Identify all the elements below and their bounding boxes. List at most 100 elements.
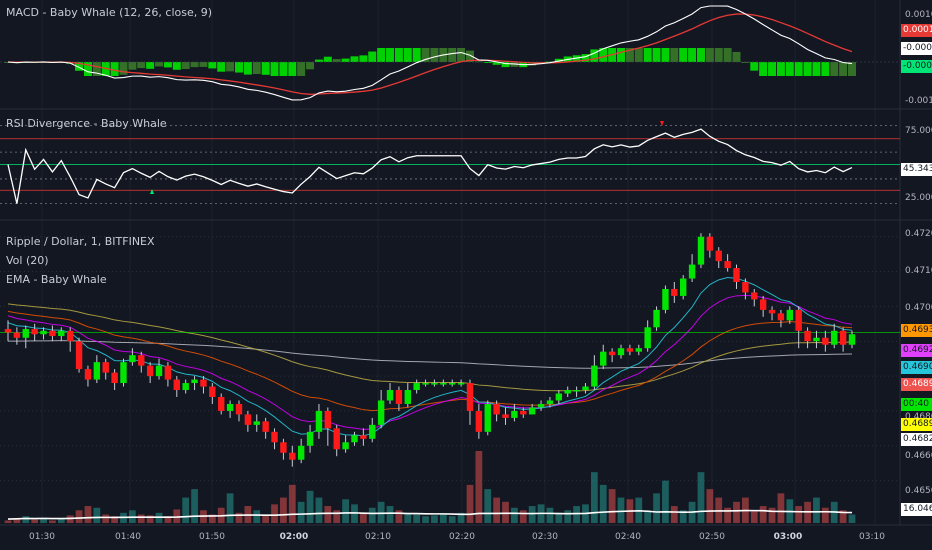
candle-body [306,431,314,446]
volume-bar [768,507,776,523]
rsi-levels [0,124,900,205]
histogram-bar [288,62,297,76]
candle [804,327,811,349]
price-axis-label: 0.47000 [905,303,932,313]
candle [324,407,332,446]
histogram-bar [297,62,306,76]
candle [662,285,669,314]
histogram-bar [821,62,830,76]
histogram-bar [759,62,768,76]
price-badge: 0.46936 [901,324,932,337]
volume-bar [706,489,714,523]
rsi-axis-label: 75.0000 [905,126,932,136]
histogram-bar [617,48,626,62]
volume-bar [377,501,385,523]
candle-body [422,383,429,385]
time-axis-label: 01:30 [29,532,55,542]
candle [4,320,12,342]
histogram-bar [377,48,386,62]
volume-bar [75,510,83,523]
candle [49,325,56,342]
candle [635,344,642,356]
time-axis-label: 02:20 [449,532,475,542]
histogram-bar [554,58,563,62]
candle [404,383,411,408]
candle-body [93,362,101,380]
rsi-bull-divergence-marker [150,189,154,194]
volume-bar [466,484,474,523]
candle [218,393,225,415]
macd-signal-line [7,13,853,95]
candle-body [600,351,607,366]
candle [360,428,367,446]
candle [537,400,545,411]
rsi-line [7,128,853,204]
candle-body [342,442,349,450]
candle-body [280,442,287,453]
candle [369,417,376,443]
candle-body [520,410,527,415]
candle-body [777,313,785,321]
candle-body [146,365,154,377]
time-axis-label: 03:10 [859,532,885,542]
candle-body [457,383,465,385]
candle-body [839,330,847,345]
histogram-bar [625,48,634,62]
candle-body [724,261,731,269]
candle [395,386,403,411]
volume-bar [422,516,429,523]
histogram-bar [394,48,403,62]
volume-bar [404,512,412,523]
volume-bar [13,518,21,523]
macd-axis-label: -0.0010 [905,96,932,106]
candle-body [564,390,571,394]
candle-body [751,292,758,300]
histogram-bar [350,56,359,62]
candle [813,330,820,349]
candle [644,320,651,352]
volume-bar [750,510,758,523]
candle-body [395,390,403,404]
rsi-axis-label: 25.0000 [905,193,932,203]
volume-bar [84,506,92,523]
volume-bar [653,493,660,523]
candle [315,403,323,439]
histogram-bar [217,62,226,72]
histogram-bar [314,59,323,62]
price-badge: 0.46824 [901,433,932,446]
time-axis-label: 02:30 [532,532,558,542]
candle-body [697,236,705,265]
price-legend-line: EMA - Baby Whale [6,273,107,286]
candle-body [31,329,38,335]
candle [289,445,296,467]
histogram-bar [110,62,119,76]
vertical-grid [41,0,876,525]
time-axis-label: 02:50 [699,532,725,542]
volume-bar [697,472,705,523]
candle [66,327,74,352]
histogram-bar [119,62,128,75]
candle [351,431,358,446]
candle-body [369,424,376,439]
volume-bar [111,516,118,523]
histogram-bar [359,55,368,62]
candle [848,330,856,349]
volume-bar [662,480,669,523]
volume-bar [4,520,12,523]
volume-bar [342,499,349,523]
volume-bar [475,451,483,523]
volume-bar [386,506,394,523]
volume-bar [368,507,376,523]
histogram-bar [306,62,315,70]
candle [591,355,598,391]
histogram-bar [243,62,252,75]
candle [484,400,491,436]
price-axis-label: 0.46800 [905,412,932,422]
candle [759,295,767,317]
candle-body [271,431,278,443]
ema-line [7,276,853,437]
candle-body [440,383,447,385]
